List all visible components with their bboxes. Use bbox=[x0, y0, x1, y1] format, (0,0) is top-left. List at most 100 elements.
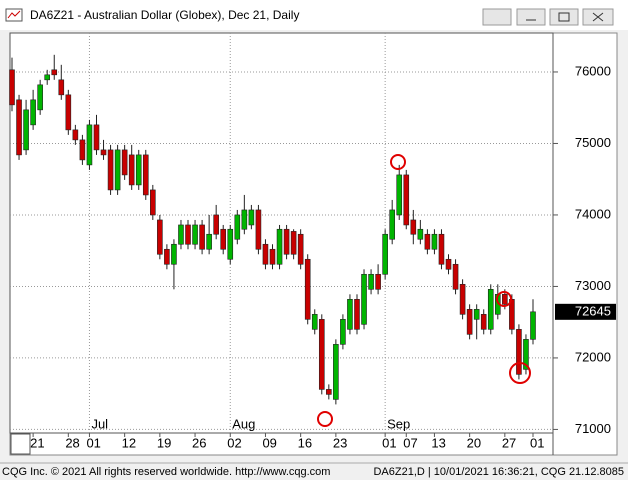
last-price-label: 72645 bbox=[575, 303, 611, 318]
candle-body bbox=[248, 209, 255, 226]
x-tick-label: 01 bbox=[86, 435, 100, 450]
candle-body bbox=[424, 233, 431, 250]
candle-body bbox=[262, 243, 269, 265]
candle-body bbox=[30, 99, 36, 126]
candle-body bbox=[438, 233, 445, 265]
month-label: Sep bbox=[387, 416, 410, 431]
x-tick-label: 12 bbox=[122, 435, 136, 450]
candle-body bbox=[255, 209, 262, 250]
candle-body bbox=[171, 243, 177, 265]
candle-body bbox=[304, 258, 311, 320]
candle-body bbox=[269, 248, 276, 265]
candle-body bbox=[368, 273, 374, 290]
candle-body bbox=[234, 214, 241, 240]
candle-body bbox=[530, 311, 536, 340]
candle-body bbox=[65, 94, 72, 131]
candle-body bbox=[107, 149, 114, 191]
candle-body bbox=[206, 233, 212, 250]
month-label: Aug bbox=[232, 416, 255, 431]
window-title: DA6Z21 - Australian Dollar (Globex), Dec… bbox=[30, 8, 299, 22]
x-tick-label: 19 bbox=[157, 435, 171, 450]
candle-body bbox=[326, 389, 332, 395]
minimize-button[interactable] bbox=[516, 8, 546, 26]
x-tick-label: 20 bbox=[467, 435, 481, 450]
candle-body bbox=[396, 174, 403, 216]
candle-body bbox=[241, 209, 248, 230]
candle-body bbox=[375, 273, 381, 290]
candle-body bbox=[502, 294, 508, 305]
candle-body bbox=[347, 299, 353, 330]
candle-body bbox=[431, 233, 438, 250]
candle-body bbox=[389, 209, 395, 240]
candle-body bbox=[51, 69, 58, 76]
candle-body bbox=[466, 309, 473, 335]
highlight-circle bbox=[496, 291, 512, 307]
x-tick-label: 02 bbox=[227, 435, 241, 450]
corner-box[interactable] bbox=[10, 433, 31, 455]
candle-body bbox=[93, 124, 100, 151]
candle-body bbox=[473, 309, 480, 320]
x-tick-label: 07 bbox=[403, 435, 417, 450]
candle-body bbox=[164, 248, 170, 265]
y-tick-label: 73000 bbox=[575, 278, 611, 293]
footer-left: CQG Inc. © 2021 All rights reserved worl… bbox=[2, 466, 330, 478]
candle-body bbox=[199, 224, 205, 250]
candle-body bbox=[311, 314, 318, 330]
candle-body bbox=[276, 228, 283, 265]
candle-body bbox=[445, 258, 452, 270]
footer-right: DA6Z21,D | 10/01/2021 16:36:21, CQG 21.1… bbox=[373, 466, 624, 478]
highlight-circle bbox=[317, 411, 333, 427]
candle-body bbox=[410, 219, 417, 235]
month-label: Jul bbox=[91, 416, 108, 431]
y-tick-label: 76000 bbox=[575, 63, 611, 78]
x-tick-label: 09 bbox=[262, 435, 276, 450]
candle-body bbox=[487, 289, 494, 330]
candle-body bbox=[227, 228, 234, 260]
y-tick-label: 71000 bbox=[575, 421, 611, 436]
link-button[interactable] bbox=[482, 8, 512, 26]
x-tick-label: 26 bbox=[192, 435, 206, 450]
x-tick-label: 27 bbox=[502, 435, 516, 450]
x-tick-label: 01 bbox=[382, 435, 396, 450]
candle-body bbox=[58, 79, 65, 96]
candle-body bbox=[121, 149, 128, 176]
x-tick-label: 01 bbox=[530, 435, 544, 450]
candle-body bbox=[361, 273, 367, 325]
candle-body bbox=[86, 124, 93, 166]
candle-body bbox=[403, 174, 410, 226]
candle-body bbox=[480, 314, 487, 330]
y-tick-label: 74000 bbox=[575, 206, 611, 221]
maximize-button[interactable] bbox=[549, 8, 579, 26]
candle-body bbox=[9, 69, 15, 106]
maximize-icon bbox=[558, 12, 570, 22]
candle-body bbox=[79, 139, 86, 161]
candle-body bbox=[128, 154, 135, 186]
candle-body bbox=[44, 74, 51, 81]
highlight-circle bbox=[390, 154, 406, 170]
x-tick-label: 28 bbox=[65, 435, 79, 450]
candle-body bbox=[220, 228, 227, 250]
candle-body bbox=[290, 231, 297, 255]
candle-body bbox=[340, 319, 346, 345]
x-tick-label: 23 bbox=[333, 435, 347, 450]
close-icon bbox=[592, 12, 604, 22]
candle-body bbox=[283, 228, 290, 255]
candle-body bbox=[100, 149, 107, 156]
candle-body bbox=[354, 299, 360, 330]
candle-body bbox=[192, 224, 198, 245]
candle-body bbox=[135, 154, 142, 186]
candle-body bbox=[142, 154, 149, 196]
candle-body bbox=[318, 319, 325, 390]
x-tick-label: 16 bbox=[298, 435, 312, 450]
candle-body bbox=[72, 129, 79, 141]
candle-body bbox=[150, 189, 156, 216]
x-tick-label: 21 bbox=[30, 435, 44, 450]
candle-body bbox=[452, 263, 459, 290]
candle-body bbox=[333, 344, 339, 400]
candle-body bbox=[178, 224, 184, 245]
candle-body bbox=[213, 214, 219, 235]
candle-body bbox=[417, 228, 424, 240]
candle-body bbox=[459, 283, 466, 315]
